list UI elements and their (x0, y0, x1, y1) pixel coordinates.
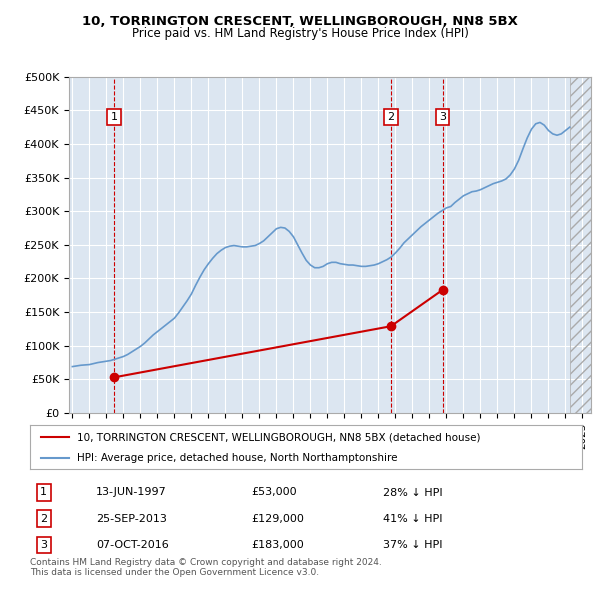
Text: 41% ↓ HPI: 41% ↓ HPI (383, 514, 443, 524)
Text: Price paid vs. HM Land Registry's House Price Index (HPI): Price paid vs. HM Land Registry's House … (131, 27, 469, 40)
Text: 13-JUN-1997: 13-JUN-1997 (96, 487, 167, 497)
Text: £53,000: £53,000 (251, 487, 296, 497)
Text: 37% ↓ HPI: 37% ↓ HPI (383, 540, 443, 550)
Text: HPI: Average price, detached house, North Northamptonshire: HPI: Average price, detached house, Nort… (77, 453, 397, 463)
Text: 2: 2 (388, 112, 394, 122)
Text: 2: 2 (40, 514, 47, 524)
Text: 1: 1 (110, 112, 118, 122)
Text: 28% ↓ HPI: 28% ↓ HPI (383, 487, 443, 497)
Text: 25-SEP-2013: 25-SEP-2013 (96, 514, 167, 524)
Text: £183,000: £183,000 (251, 540, 304, 550)
Text: Contains HM Land Registry data © Crown copyright and database right 2024.
This d: Contains HM Land Registry data © Crown c… (30, 558, 382, 577)
Text: 3: 3 (439, 112, 446, 122)
Text: 3: 3 (40, 540, 47, 550)
Text: 07-OCT-2016: 07-OCT-2016 (96, 540, 169, 550)
Text: 10, TORRINGTON CRESCENT, WELLINGBOROUGH, NN8 5BX (detached house): 10, TORRINGTON CRESCENT, WELLINGBOROUGH,… (77, 432, 481, 442)
Text: £129,000: £129,000 (251, 514, 304, 524)
Text: 1: 1 (40, 487, 47, 497)
Text: 10, TORRINGTON CRESCENT, WELLINGBOROUGH, NN8 5BX: 10, TORRINGTON CRESCENT, WELLINGBOROUGH,… (82, 15, 518, 28)
